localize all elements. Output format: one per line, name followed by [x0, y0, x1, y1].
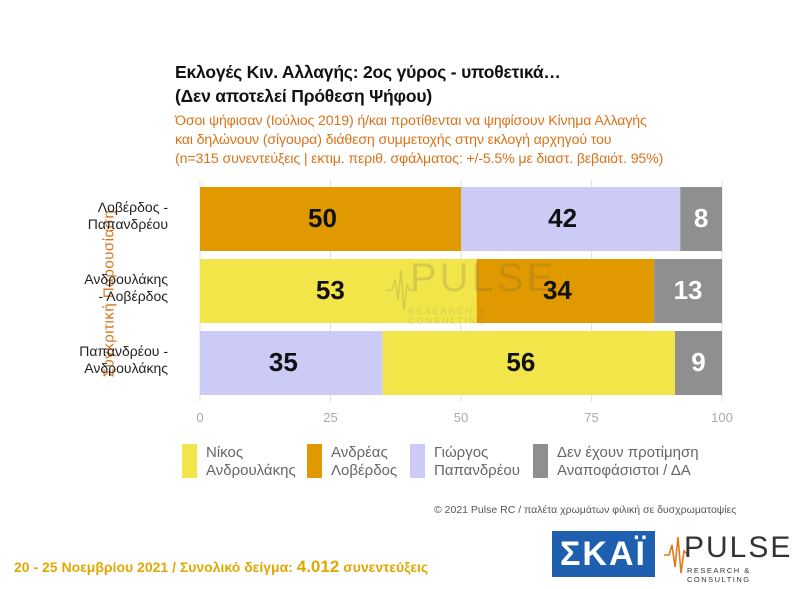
chart-title-note: (Δεν αποτελεί Πρόθεση Ψήφου)	[175, 86, 432, 106]
legend-label-3: Δεν έχουν προτίμηση Αναποφάσιστοι / ΔΑ	[557, 444, 699, 480]
category-label-2-1: Ανδρουλάκης	[84, 360, 168, 376]
pulse-logo-word: PULSE	[684, 531, 793, 564]
pulse-logo-sub: RESEARCH & CONSULTING	[687, 566, 751, 584]
pulse-logo-wave-icon	[664, 536, 688, 574]
data-label-2-1: 56	[506, 347, 535, 377]
legend-label-0: Νίκος Ανδρουλάκης	[206, 444, 296, 480]
bar-2-1	[382, 331, 676, 395]
category-label-0-1: Παπανδρέου	[88, 216, 168, 232]
category-label-1-1: - Λοβέρδος	[98, 288, 168, 304]
footer-sample: 4.012	[296, 557, 340, 576]
watermark-word: PULSE	[410, 256, 557, 300]
data-label-2-0: 35	[269, 347, 298, 377]
x-tick-label-75: 75	[584, 410, 598, 425]
data-label-2-2: 9	[691, 347, 705, 377]
legend-item-1: Ανδρέας Λοβέρδος	[307, 444, 397, 480]
footer-dates: 20 - 25 Νοεμβρίου 2021 / Συνολικό δείγμα…	[14, 559, 293, 575]
pulse-logo: PULSE RESEARCH & CONSULTING	[664, 531, 790, 584]
category-label-0-0: Λοβέρδος -	[98, 199, 169, 215]
footer-info: 20 - 25 Νοεμβρίου 2021 / Συνολικό δείγμα…	[14, 557, 428, 577]
data-label-1-1: 34	[543, 275, 572, 305]
pulse-wave-icon	[386, 269, 416, 311]
bar-2-0	[200, 331, 383, 395]
bar-0-2	[680, 187, 722, 251]
bar-2-2	[675, 331, 722, 395]
data-label-0-2: 8	[694, 203, 708, 233]
stacked-bar-chart: 0 25 50 75 100 Λοβέρδος -Παπανδρέου 50 42 8 Ανδρο…	[79, 180, 733, 425]
legend-label-line-3-1: Αναποφάσιστοι / ΔΑ	[557, 462, 691, 479]
legend-item-0: Νίκος Ανδρουλάκης	[182, 444, 296, 480]
legend-swatch-2	[410, 444, 425, 478]
legend-item-3: Δεν έχουν προτίμηση Αναποφάσιστοι / ΔΑ	[533, 444, 699, 480]
legend-label-line-3-0: Δεν έχουν προτίμηση	[557, 444, 699, 461]
bar-1-1	[476, 259, 655, 323]
x-tick-label-0: 0	[196, 410, 203, 425]
chart-title: Εκλογές Κιν. Αλλαγής: 2ος γύρος - υποθετ…	[175, 62, 561, 82]
chart-subtitle-line-1: Όσοι ψήφισαν (Ιούλιος 2019) ή/και προτίθ…	[175, 113, 647, 129]
x-tick-label-100: 100	[711, 410, 733, 425]
legend-item-2: Γιώργος Παπανδρέου	[410, 444, 520, 480]
x-tick-label-50: 50	[454, 410, 468, 425]
bar-0-1	[461, 187, 681, 251]
watermark-small: RESEARCH & CONSULTING	[408, 306, 487, 326]
legend-swatch-1	[307, 444, 322, 478]
legend-swatch-0	[182, 444, 197, 478]
data-label-0-1: 42	[548, 203, 577, 233]
data-label-0-0: 50	[308, 203, 337, 233]
x-tick-label-25: 25	[323, 410, 337, 425]
legend-label-line-1-1: Λοβέρδος	[331, 462, 398, 479]
category-label-2-0: Παπανδρέου -	[79, 343, 168, 359]
data-label-1-0: 53	[316, 275, 345, 305]
legend-label-2: Γιώργος Παπανδρέου	[434, 444, 520, 480]
legend-label-line-0-0: Νίκος	[206, 444, 244, 461]
legend-label-line-2-0: Γιώργος	[434, 444, 489, 461]
bar-0-0	[200, 187, 461, 251]
legend-label-line-0-1: Ανδρουλάκης	[206, 462, 296, 479]
legend-label-line-2-1: Παπανδρέου	[434, 462, 520, 479]
bar-1-0	[200, 259, 477, 323]
bar-1-2	[654, 259, 722, 323]
pulse-watermark: PULSE RESEARCH & CONSULTING	[386, 256, 566, 326]
legend-label-1: Ανδρέας Λοβέρδος	[331, 444, 397, 480]
data-label-1-2: 13	[674, 275, 703, 305]
category-label-1-0: Ανδρουλάκης	[84, 271, 168, 287]
copyright-note: © 2021 Pulse RC / παλέτα χρωμάτων φιλική…	[434, 504, 737, 516]
footer-unit: συνεντεύξεις	[343, 559, 429, 575]
chart-subtitle-line-3: (n=315 συνεντεύξεις | εκτιμ. περιθ. σφάλ…	[175, 151, 664, 167]
chart-subtitle-line-2: και δηλώνουν (σίγουρα) διάθεση συμμετοχή…	[175, 132, 612, 148]
legend-swatch-3	[533, 444, 548, 478]
legend-label-line-1-0: Ανδρέας	[331, 444, 388, 461]
skai-logo: ΣΚΑΪ	[552, 531, 655, 577]
